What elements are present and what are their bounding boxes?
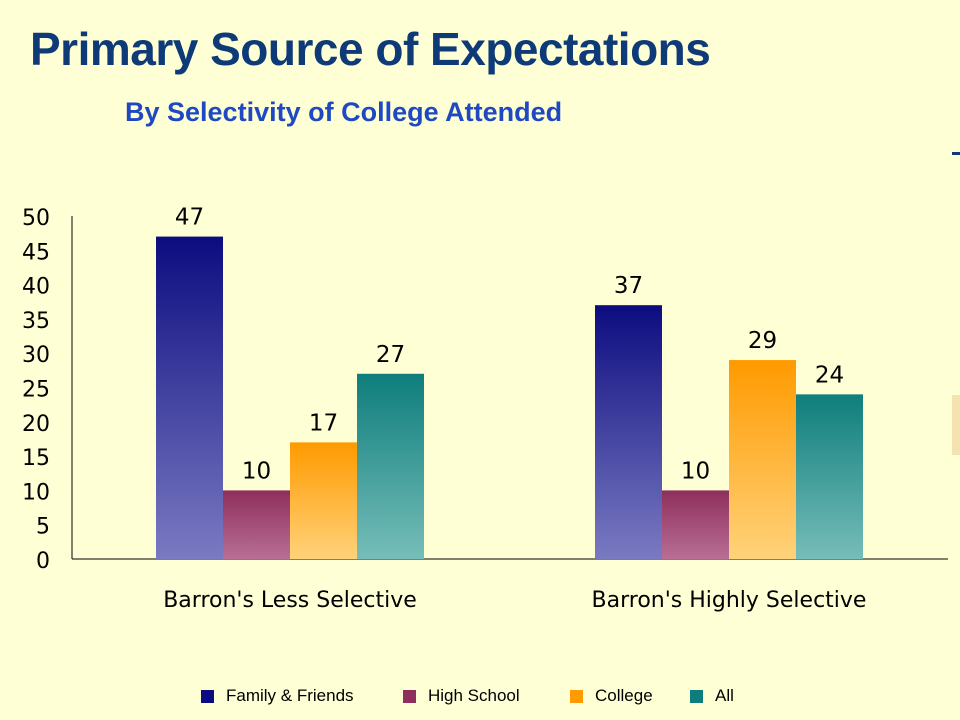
- legend-item: All: [690, 686, 734, 706]
- legend-swatch: [690, 689, 703, 703]
- y-tick-label: 30: [22, 343, 50, 368]
- bar: [796, 394, 863, 559]
- y-tick-label: 10: [22, 480, 50, 505]
- legend-swatch: [403, 689, 416, 703]
- legend-item: High School: [403, 686, 520, 706]
- bar: [223, 490, 290, 559]
- data-label: 47: [175, 205, 204, 231]
- data-label: 24: [815, 362, 844, 388]
- data-label: 10: [681, 458, 710, 484]
- bar-chart: 0 5 10 15 20 25 30 35 40 45 50 47 10 17 27 Barron's Les…: [22, 205, 948, 613]
- y-tick-label: 35: [22, 309, 50, 334]
- chart-subtitle: By Selectivity of College Attended: [125, 97, 563, 127]
- y-tick-label: 40: [22, 275, 50, 300]
- y-tick-label: 0: [36, 549, 50, 574]
- legend-label: Family & Friends: [226, 686, 354, 705]
- y-tick-label: 50: [22, 206, 50, 231]
- y-tick-label: 20: [22, 412, 50, 437]
- x-tick-label: Barron's Highly Selective: [592, 588, 867, 613]
- data-label: 29: [748, 328, 777, 354]
- data-label: 17: [309, 410, 338, 436]
- legend-label: All: [715, 686, 734, 705]
- bar: [662, 490, 729, 559]
- y-tick-label: 5: [36, 515, 50, 540]
- bar: [156, 236, 223, 559]
- y-tick-label: 15: [22, 446, 50, 471]
- decorative-mark: [952, 152, 960, 155]
- chart-legend: Family & Friends High School College All: [0, 686, 960, 708]
- decorative-shape: [952, 395, 960, 455]
- legend-swatch: [570, 689, 583, 703]
- legend-item: College: [570, 686, 653, 706]
- data-label: 10: [242, 458, 271, 484]
- legend-label: College: [595, 686, 653, 705]
- bar: [595, 305, 662, 559]
- bar: [729, 360, 796, 559]
- data-label: 37: [614, 273, 643, 299]
- chart-title: Primary Source of Expectations: [30, 23, 711, 75]
- legend-item: Family & Friends: [201, 686, 354, 706]
- bar: [357, 373, 424, 559]
- y-tick-label: 45: [22, 240, 50, 265]
- x-tick-label: Barron's Less Selective: [163, 588, 417, 613]
- legend-swatch: [201, 689, 214, 703]
- bar: [290, 442, 357, 559]
- data-label: 27: [376, 342, 405, 368]
- y-tick-label: 25: [22, 378, 50, 403]
- legend-label: High School: [428, 686, 520, 705]
